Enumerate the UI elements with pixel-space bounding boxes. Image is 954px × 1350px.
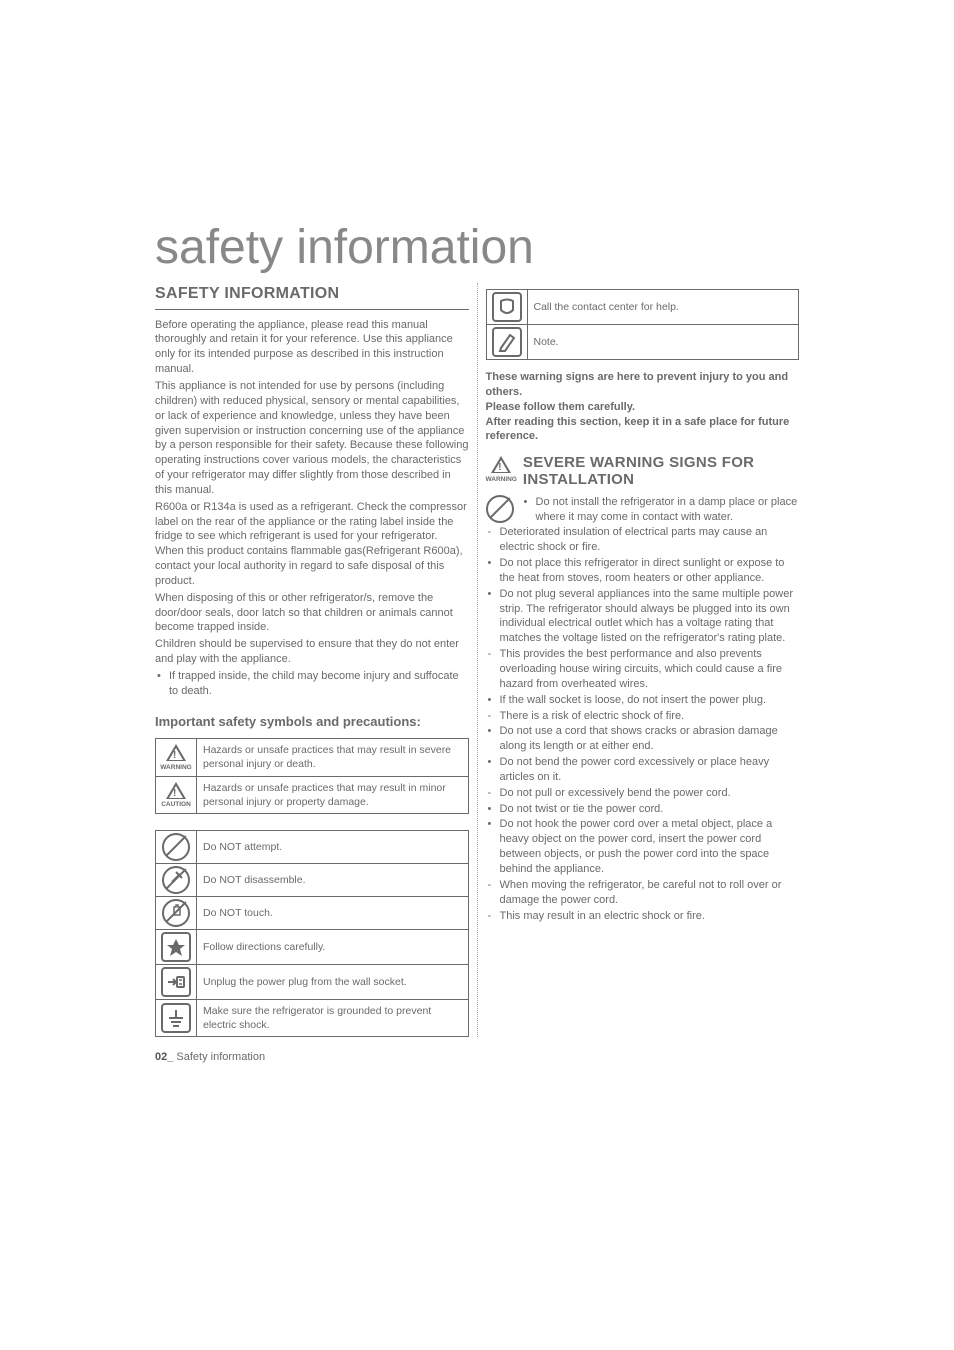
list-item: Deteriorated insulation of electrical pa… xyxy=(486,525,800,555)
table-row: Make sure the refrigerator is grounded t… xyxy=(156,999,469,1036)
table-row: Do NOT touch. xyxy=(156,896,469,929)
symbol-text: Note. xyxy=(527,325,799,360)
main-title: safety information xyxy=(155,220,894,275)
list-item: There is a risk of electric shock of fir… xyxy=(486,709,800,724)
table-row: Note. xyxy=(486,325,799,360)
do-not-disassemble-icon xyxy=(156,863,197,896)
bullet-list: Do not twist or tie the power cord. xyxy=(486,802,800,817)
list-item: Do not hook the power cord over a metal … xyxy=(486,817,800,876)
symbol-text: Do NOT touch. xyxy=(197,896,469,929)
ground-icon xyxy=(156,999,197,1036)
list-item: This may result in an electric shock or … xyxy=(486,909,800,924)
caution-text: Hazards or unsafe practices that may res… xyxy=(197,776,469,813)
table-row: Follow directions carefully. xyxy=(156,929,469,964)
bold-warning-block: These warning signs are here to prevent … xyxy=(486,370,800,444)
caution-triangle-icon: ! CAUTION xyxy=(156,776,197,813)
table-row: Do NOT attempt. xyxy=(156,830,469,863)
bullet-list: Do not plug several appliances into the … xyxy=(486,587,800,646)
dash-list: Do not pull or excessively bend the powe… xyxy=(486,786,800,801)
dash-list: This may result in an electric shock or … xyxy=(486,909,800,924)
warning-text: Hazards or unsafe practices that may res… xyxy=(197,739,469,776)
installation-heading: SEVERE WARNING SIGNS FOR INSTALLATION xyxy=(523,454,799,489)
list-item: If the wall socket is loose, do not inse… xyxy=(486,693,800,708)
installation-item-list: Deteriorated insulation of electrical pa… xyxy=(486,525,800,923)
page-footer: 02_ Safety information xyxy=(155,1051,799,1063)
footer-text: Safety information xyxy=(173,1051,265,1063)
paragraph: Children should be supervised to ensure … xyxy=(155,637,469,667)
list-item: Do not twist or tie the power cord. xyxy=(486,802,800,817)
installation-heading-row: ! WARNING SEVERE WARNING SIGNS FOR INSTA… xyxy=(486,454,800,489)
footer-page-number: 02_ xyxy=(155,1051,173,1063)
bullet-list: Do not hook the power cord over a metal … xyxy=(486,817,800,876)
table-row: ! CAUTION Hazards or unsafe practices th… xyxy=(156,776,469,813)
contact-note-table: Call the contact center for help. Note. xyxy=(486,289,800,360)
section-heading-safety: SAFETY INFORMATION xyxy=(155,283,469,310)
table-row: Unplug the power plug from the wall sock… xyxy=(156,964,469,999)
list-item: When moving the refrigerator, be careful… xyxy=(486,878,800,908)
bullet-list: Do not use a cord that shows cracks or a… xyxy=(486,724,800,754)
bullet-item: If trapped inside, the child may become … xyxy=(155,669,469,699)
dash-list: When moving the refrigerator, be careful… xyxy=(486,878,800,908)
do-not-touch-icon xyxy=(156,896,197,929)
paragraph: When disposing of this or other refriger… xyxy=(155,591,469,636)
paragraph: This appliance is not intended for use b… xyxy=(155,379,469,498)
bullet-list: Do not place this refrigerator in direct… xyxy=(486,556,800,586)
note-icon xyxy=(486,325,527,360)
dash-list: This provides the best performance and a… xyxy=(486,647,800,692)
list-item: This provides the best performance and a… xyxy=(486,647,800,692)
symbol-text: Unplug the power plug from the wall sock… xyxy=(197,964,469,999)
warning-triangle-icon: ! WARNING xyxy=(156,739,197,776)
symbol-text: Do NOT disassemble. xyxy=(197,863,469,896)
unplug-icon xyxy=(156,964,197,999)
list-item: Do not bend the power cord excessively o… xyxy=(486,755,800,785)
right-column: Call the contact center for help. Note. … xyxy=(477,283,800,1037)
first-install-bullet-row: Do not install the refrigerator in a dam… xyxy=(486,495,800,526)
list-item: Do not use a cord that shows cracks or a… xyxy=(486,724,800,754)
symbol-text: Make sure the refrigerator is grounded t… xyxy=(197,999,469,1036)
warning-caution-table: ! WARNING Hazards or unsafe practices th… xyxy=(155,738,469,814)
bullet-list: If trapped inside, the child may become … xyxy=(155,669,469,699)
left-column: SAFETY INFORMATION Before operating the … xyxy=(155,283,469,1037)
dash-list: Deteriorated insulation of electrical pa… xyxy=(486,525,800,555)
table-row: Do NOT disassemble. xyxy=(156,863,469,896)
paragraph: Before operating the appliance, please r… xyxy=(155,318,469,377)
symbol-text: Do NOT attempt. xyxy=(197,830,469,863)
symbol-text: Follow directions carefully. xyxy=(197,929,469,964)
list-item: Do not plug several appliances into the … xyxy=(486,587,800,646)
call-center-icon xyxy=(486,290,527,325)
table-row: ! WARNING Hazards or unsafe practices th… xyxy=(156,739,469,776)
do-not-attempt-icon xyxy=(156,830,197,863)
sub-heading-symbols: Important safety symbols and precautions… xyxy=(155,713,469,731)
dash-list: There is a risk of electric shock of fir… xyxy=(486,709,800,724)
bullet-item: Do not install the refrigerator in a dam… xyxy=(522,495,800,525)
list-item: Do not pull or excessively bend the powe… xyxy=(486,786,800,801)
page-container: safety information SAFETY INFORMATION Be… xyxy=(0,0,954,1103)
table-row: Call the contact center for help. xyxy=(486,290,799,325)
follow-directions-icon xyxy=(156,929,197,964)
paragraph: R600a or R134a is used as a refrigerant.… xyxy=(155,500,469,589)
list-item: Do not place this refrigerator in direct… xyxy=(486,556,800,586)
prohibit-icon xyxy=(486,495,514,523)
bullet-list: Do not bend the power cord excessively o… xyxy=(486,755,800,785)
two-column-layout: SAFETY INFORMATION Before operating the … xyxy=(155,283,799,1037)
symbol-text: Call the contact center for help. xyxy=(527,290,799,325)
symbol-legend-table: Do NOT attempt. Do NOT disassemble. Do N… xyxy=(155,830,469,1037)
bullet-list: If the wall socket is loose, do not inse… xyxy=(486,693,800,708)
warning-triangle-icon: ! WARNING xyxy=(486,454,517,485)
